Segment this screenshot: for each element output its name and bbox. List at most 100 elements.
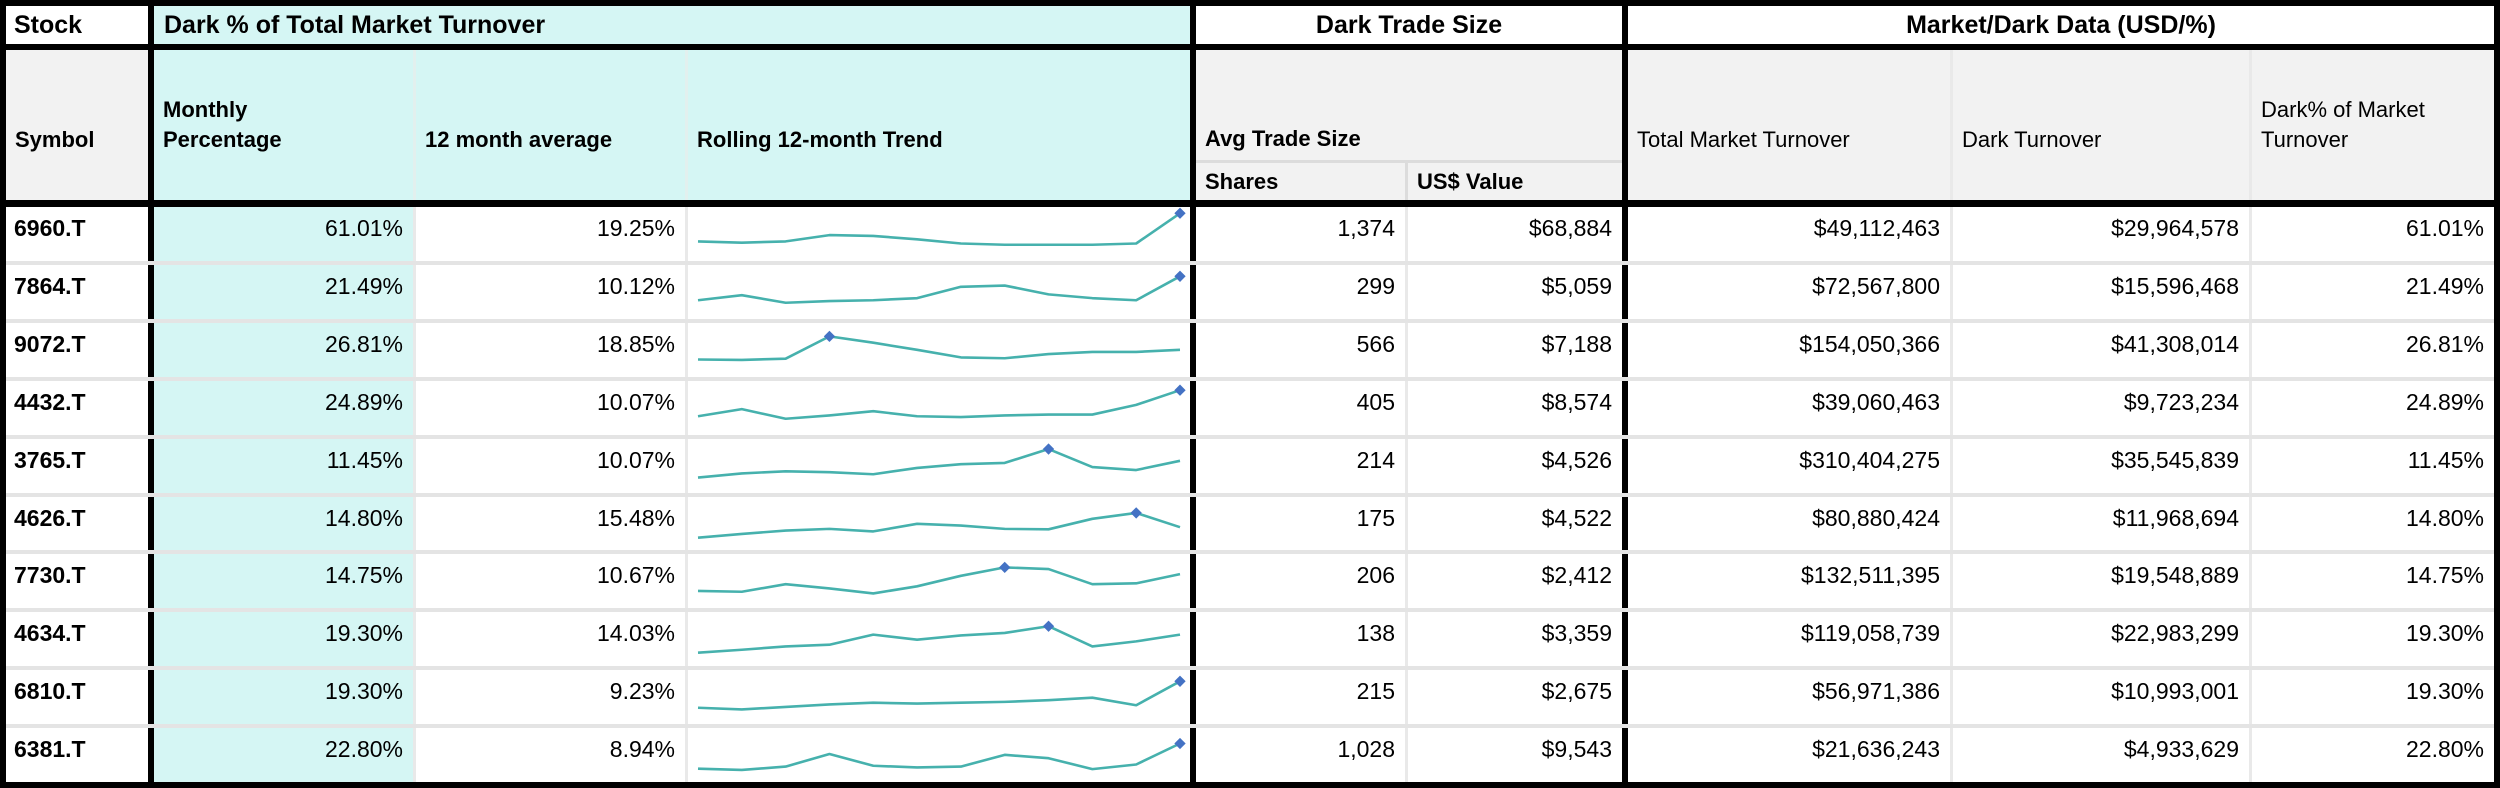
total-market-turnover-cell: $49,112,463: [1622, 207, 1953, 261]
usd-value-column-header: US$ Value: [1417, 168, 1524, 194]
shares-cell: 175: [1190, 496, 1408, 551]
total-market-turnover-column-header: Total Market Turnover: [1622, 50, 1953, 200]
trend-sparkline: [688, 265, 1190, 319]
avg-trade-size-header-block: Avg Trade Size Shares US$ Value: [1190, 50, 1622, 200]
avg-12m-cell: 19.25%: [416, 207, 688, 261]
trend-sparkline: [688, 497, 1190, 551]
usd-value-cell: $9,543: [1541, 736, 1612, 763]
dark-turnover-column-header: Dark Turnover: [1953, 50, 2252, 200]
market-dark-data-group-header: Market/Dark Data (USD/%): [1622, 6, 2494, 44]
dark-pct-cell: 26.81%: [2405, 330, 2484, 357]
total-market-turnover-cell: $72,567,800: [1622, 264, 1953, 319]
symbol-column-header: Symbol: [6, 50, 148, 200]
monthly-pct-cell: 61.01%: [148, 207, 416, 261]
avg-12m-cell: 10.67%: [416, 554, 688, 609]
trend-sparkline: [688, 612, 1190, 666]
trend-sparkline: [688, 439, 1190, 493]
dark-trade-size-group-header: Dark Trade Size: [1190, 6, 1622, 44]
usd-value-cell: $8,574: [1541, 388, 1612, 415]
symbol-cell: 4432.T: [6, 380, 148, 435]
dark-turnover-cell: $19,548,889: [1953, 554, 2252, 609]
dark-pct-cell: 14.75%: [2405, 562, 2484, 589]
shares-cell: 299: [1190, 264, 1408, 319]
total-market-turnover-cell: $56,971,386: [1622, 670, 1953, 725]
trend-sparkline: [688, 728, 1190, 782]
monthly-pct-cell: 19.30%: [148, 670, 416, 725]
trend-sparkline: [688, 207, 1190, 261]
dark-turnover-cell: $9,723,234: [1953, 380, 2252, 435]
title-row: Stock Dark % of Total Market Turnover Da…: [6, 6, 2494, 44]
shares-cell: 215: [1190, 670, 1408, 725]
dark-pct-cell: 22.80%: [2405, 736, 2484, 763]
dark-turnover-cell: $35,545,839: [1953, 438, 2252, 493]
table-row: 7864.T 21.49% 10.12% 299 $5,059 $72,567,…: [6, 264, 2494, 323]
total-market-turnover-cell: $154,050,366: [1622, 322, 1953, 377]
dark-pct-cell: 24.89%: [2405, 388, 2484, 415]
monthly-percentage-column-header: Monthly Percentage: [148, 50, 416, 200]
total-market-turnover-cell: $21,636,243: [1622, 728, 1953, 783]
table-body: 6960.T 61.01% 19.25% 1,374 $68,884 $49,1…: [6, 207, 2494, 783]
dark-turnover-cell: $15,596,468: [1953, 264, 2252, 319]
rolling-trend-column-header: Rolling 12-month Trend: [688, 50, 1190, 200]
table-row: 3765.T 11.45% 10.07% 214 $4,526 $310,404…: [6, 438, 2494, 497]
dark-turnover-cell: $22,983,299: [1953, 612, 2252, 667]
table-row: 4626.T 14.80% 15.48% 175 $4,522 $80,880,…: [6, 496, 2494, 555]
usd-value-cell: $2,675: [1541, 678, 1612, 705]
shares-cell: 1,374: [1190, 207, 1408, 261]
dark-pct-cell: 21.49%: [2405, 272, 2484, 299]
monthly-pct-cell: 21.49%: [148, 264, 416, 319]
table-row: 6810.T 19.30% 9.23% 215 $2,675 $56,971,3…: [6, 670, 2494, 729]
monthly-pct-cell: 26.81%: [148, 322, 416, 377]
avg-trade-size-label: Avg Trade Size: [1205, 126, 1361, 151]
usd-value-cell: $2,412: [1541, 562, 1612, 589]
table-row: 6960.T 61.01% 19.25% 1,374 $68,884 $49,1…: [6, 207, 2494, 265]
symbol-cell: 6960.T: [6, 207, 148, 261]
subheader-row: Symbol Monthly Percentage 12 month avera…: [6, 50, 2494, 200]
symbol-cell: 6810.T: [6, 670, 148, 725]
total-market-turnover-cell: $80,880,424: [1622, 496, 1953, 551]
symbol-cell: 4626.T: [6, 496, 148, 551]
shares-cell: 138: [1190, 612, 1408, 667]
total-market-turnover-cell: $132,511,395: [1622, 554, 1953, 609]
usd-value-cell: $68,884: [1528, 215, 1612, 241]
symbol-cell: 9072.T: [6, 322, 148, 377]
shares-column-header: Shares: [1196, 163, 1408, 200]
dark-pct-cell: 19.30%: [2405, 620, 2484, 647]
avg-12m-cell: 15.48%: [416, 496, 688, 551]
avg-trade-size-subcolumns: Shares US$ Value: [1196, 160, 1622, 200]
avg-12m-cell: 10.07%: [416, 438, 688, 493]
subheader-divider: [6, 200, 2494, 207]
table-row: 6381.T 22.80% 8.94% 1,028 $9,543 $21,636…: [6, 728, 2494, 783]
usd-value-cell: $3,359: [1541, 620, 1612, 647]
monthly-pct-cell: 24.89%: [148, 380, 416, 435]
monthly-pct-cell: 14.80%: [148, 496, 416, 551]
usd-value-cell: $7,188: [1541, 330, 1612, 357]
avg-12m-cell: 14.03%: [416, 612, 688, 667]
dark-turnover-cell: $29,964,578: [1953, 207, 2252, 261]
table-row: 4432.T 24.89% 10.07% 405 $8,574 $39,060,…: [6, 380, 2494, 439]
trend-sparkline: [688, 554, 1190, 608]
shares-cell: 206: [1190, 554, 1408, 609]
shares-cell: 405: [1190, 380, 1408, 435]
trend-sparkline: [688, 381, 1190, 435]
monthly-pct-cell: 11.45%: [148, 438, 416, 493]
monthly-pct-cell: 22.80%: [148, 728, 416, 783]
avg-12m-cell: 9.23%: [416, 670, 688, 725]
monthly-pct-cell: 14.75%: [148, 554, 416, 609]
table-row: 9072.T 26.81% 18.85% 566 $7,188 $154,050…: [6, 322, 2494, 381]
header-divider: [6, 44, 2494, 50]
monthly-pct-cell: 19.30%: [148, 612, 416, 667]
dark-pct-cell: 11.45%: [2407, 446, 2484, 473]
total-market-turnover-cell: $119,058,739: [1622, 612, 1953, 667]
shares-cell: 566: [1190, 322, 1408, 377]
usd-value-cell: $4,522: [1541, 504, 1612, 531]
symbol-cell: 7864.T: [6, 264, 148, 319]
dark-turnover-cell: $11,968,694: [1953, 496, 2252, 551]
total-market-turnover-cell: $310,404,275: [1622, 438, 1953, 493]
total-market-turnover-cell: $39,060,463: [1622, 380, 1953, 435]
dark-pct-cell: 14.80%: [2405, 504, 2484, 531]
symbol-cell: 3765.T: [6, 438, 148, 493]
12-month-average-column-header: 12 month average: [416, 50, 688, 200]
stock-group-header: Stock: [6, 6, 148, 44]
